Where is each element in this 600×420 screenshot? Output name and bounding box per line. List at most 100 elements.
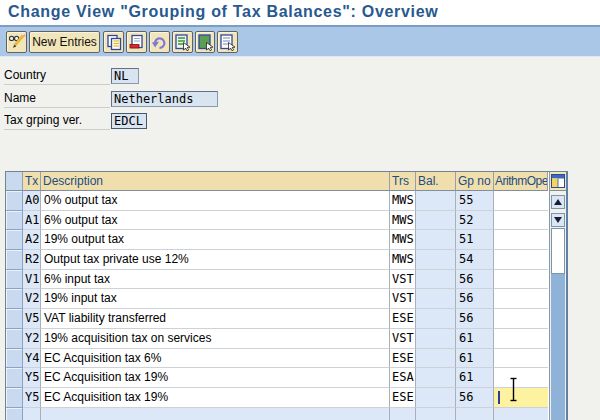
select-block-button[interactable] (195, 31, 215, 53)
cell-gp_no[interactable]: 56 (456, 388, 494, 408)
cell-gp_no[interactable]: 55 (456, 191, 494, 211)
deselect-all-button[interactable] (217, 31, 238, 53)
cell-tx[interactable]: Y5 (23, 368, 41, 388)
cell-trs[interactable]: MWS (390, 211, 416, 231)
scroll-down-button[interactable] (551, 213, 565, 227)
col-header-gp-no[interactable]: Gp no (456, 172, 494, 191)
cell-gp_no[interactable]: 61 (456, 349, 494, 369)
table-settings-button[interactable] (550, 172, 566, 191)
col-header-trs[interactable]: Trs (390, 172, 416, 191)
col-header-arithm-ope[interactable]: ArithmOpe (494, 172, 548, 191)
row-selector[interactable] (6, 349, 23, 369)
undo-button[interactable] (149, 31, 170, 53)
cell-tx[interactable]: Y4 (23, 349, 41, 369)
cell-tx[interactable]: A1 (23, 211, 41, 231)
cell-arithm_ope[interactable] (494, 211, 548, 231)
cell-arithm_ope[interactable] (494, 270, 548, 290)
cell-gp_no[interactable]: 61 (456, 329, 494, 349)
cell-tx[interactable]: V5 (23, 309, 41, 329)
copy-entries-button[interactable] (103, 31, 124, 53)
row-selector[interactable] (6, 250, 23, 270)
cell-trs[interactable]: MWS (390, 230, 416, 250)
row-selector[interactable] (6, 270, 23, 290)
cell-arithm_ope[interactable] (494, 230, 548, 250)
cell-trs[interactable]: MWS (390, 191, 416, 211)
cell-arithm_ope[interactable] (494, 349, 548, 369)
cell-tx[interactable]: A2 (23, 230, 41, 250)
cell-description[interactable]: VAT liability transferred (41, 309, 390, 329)
cell-bal[interactable] (416, 211, 456, 231)
row-selector[interactable] (6, 368, 23, 388)
cell-description[interactable]: 19% acquisition tax on services (41, 329, 390, 349)
cell-arithm_ope[interactable] (494, 309, 548, 329)
name-input[interactable] (111, 91, 218, 107)
scrollbar-thumb[interactable] (551, 228, 565, 274)
row-selector[interactable] (6, 408, 23, 420)
col-header-description[interactable]: Description (41, 172, 390, 191)
tax-grping-ver-input[interactable] (111, 113, 147, 129)
row-selector[interactable] (6, 309, 23, 329)
select-all-button[interactable] (172, 31, 193, 53)
row-selector[interactable] (6, 388, 23, 408)
col-header-bal[interactable]: Bal. (416, 172, 456, 191)
row-selector[interactable] (6, 289, 23, 309)
cell-description[interactable]: 6% output tax (41, 211, 390, 231)
cell-bal[interactable] (416, 368, 456, 388)
cell-bal[interactable] (416, 191, 456, 211)
row-selector[interactable] (6, 329, 23, 349)
cell-trs[interactable]: ESE (390, 349, 416, 369)
cell-trs[interactable] (390, 408, 416, 420)
cell-trs[interactable]: ESA (390, 368, 416, 388)
cell-bal[interactable] (416, 250, 456, 270)
country-input[interactable] (111, 68, 139, 84)
cell-trs[interactable]: VST (390, 289, 416, 309)
scroll-up-button[interactable] (551, 195, 565, 209)
cell-bal[interactable] (416, 329, 456, 349)
cell-tx[interactable]: Y2 (23, 329, 41, 349)
cell-gp_no[interactable]: 56 (456, 270, 494, 290)
cell-trs[interactable]: MWS (390, 250, 416, 270)
cell-trs[interactable]: VST (390, 270, 416, 290)
cell-gp_no[interactable]: 61 (456, 368, 494, 388)
cell-description[interactable]: 0% output tax (41, 191, 390, 211)
cell-bal[interactable] (416, 270, 456, 290)
cell-arithm_ope[interactable] (494, 408, 548, 420)
cell-description[interactable] (41, 408, 390, 420)
cell-gp_no[interactable]: 52 (456, 211, 494, 231)
cell-tx[interactable]: V1 (23, 270, 41, 290)
cell-description[interactable]: 19% input tax (41, 289, 390, 309)
cell-bal[interactable] (416, 388, 456, 408)
cell-tx[interactable] (23, 408, 41, 420)
cell-description[interactable]: EC Acquisition tax 6% (41, 349, 390, 369)
cell-description[interactable]: EC Acquisition tax 19% (41, 368, 390, 388)
cell-description[interactable]: 19% output tax (41, 230, 390, 250)
cell-trs[interactable]: VST (390, 329, 416, 349)
cell-arithm_ope[interactable] (494, 289, 548, 309)
cell-bal[interactable] (416, 289, 456, 309)
cell-tx[interactable]: V2 (23, 289, 41, 309)
cell-arithm_ope[interactable] (494, 329, 548, 349)
col-header-tx[interactable]: Tx (23, 172, 41, 191)
delete-row-button[interactable] (126, 31, 147, 53)
cell-tx[interactable]: A0 (23, 191, 41, 211)
cell-description[interactable]: 6% input tax (41, 270, 390, 290)
cell-gp_no[interactable]: 56 (456, 289, 494, 309)
cell-bal[interactable] (416, 349, 456, 369)
cell-bal[interactable] (416, 230, 456, 250)
row-selector[interactable] (6, 211, 23, 231)
scrollbar-track[interactable] (551, 228, 565, 420)
cell-arithm_ope[interactable] (494, 368, 548, 388)
cell-gp_no[interactable]: 56 (456, 309, 494, 329)
row-selector[interactable] (6, 191, 23, 211)
cell-bal[interactable] (416, 408, 456, 420)
cell-arithm_ope[interactable] (494, 250, 548, 270)
cell-arithm_ope[interactable] (494, 388, 548, 408)
cell-description[interactable]: EC Acquisition tax 19% (41, 388, 390, 408)
new-entries-button[interactable]: New Entries (29, 31, 100, 53)
cell-gp_no[interactable] (456, 408, 494, 420)
change-display-button[interactable] (6, 31, 27, 53)
cell-tx[interactable]: R2 (23, 250, 41, 270)
cell-gp_no[interactable]: 54 (456, 250, 494, 270)
row-selector[interactable] (6, 230, 23, 250)
select-all-header[interactable] (6, 172, 23, 191)
